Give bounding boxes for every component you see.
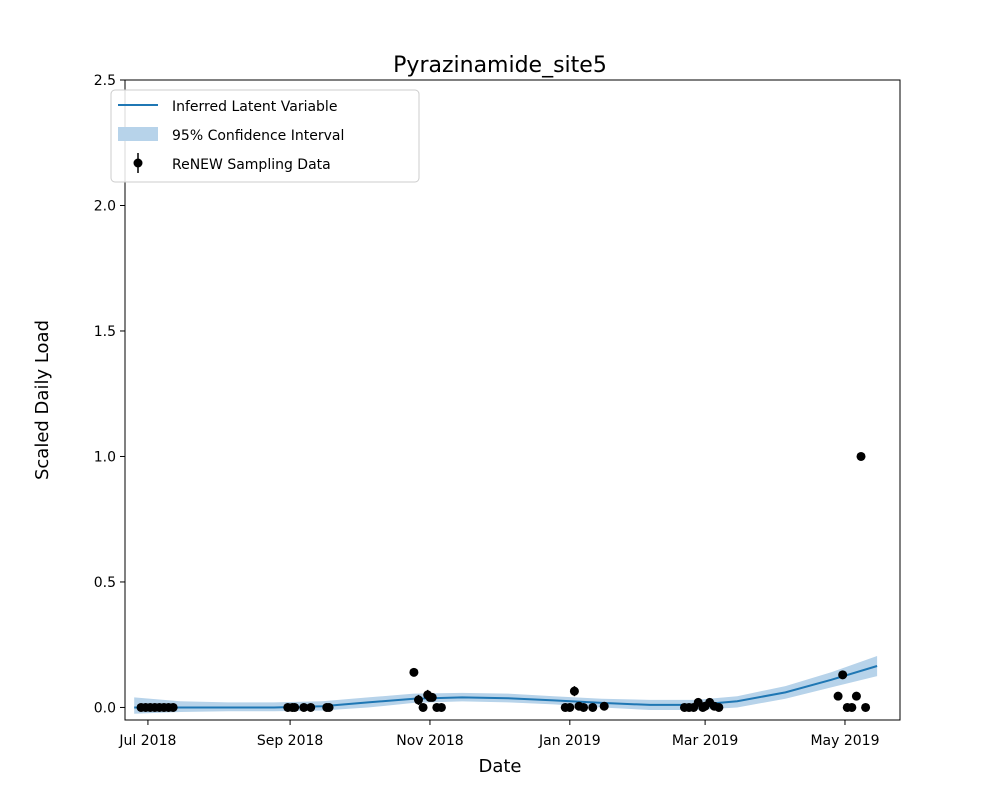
data-point-marker bbox=[838, 670, 848, 680]
data-point bbox=[588, 702, 598, 712]
legend: Inferred Latent Variable 95% Confidence … bbox=[110, 89, 420, 183]
data-point-marker bbox=[714, 702, 724, 712]
x-tick-label: Jul 2018 bbox=[118, 733, 176, 749]
plot-content bbox=[134, 451, 878, 714]
data-point bbox=[436, 702, 446, 712]
legend-label-ci: 95% Confidence Interval bbox=[172, 128, 344, 144]
data-point bbox=[409, 667, 419, 677]
data-point-marker bbox=[847, 702, 857, 712]
data-point bbox=[418, 702, 428, 712]
y-tick-label: 0.5 bbox=[94, 575, 116, 591]
y-axis: 0.0 0.5 1.0 1.5 2.0 2.5 bbox=[94, 73, 125, 716]
x-tick-label: Mar 2019 bbox=[672, 733, 739, 749]
legend-band-swatch bbox=[118, 127, 158, 141]
data-point bbox=[413, 694, 423, 705]
data-point-marker bbox=[306, 702, 316, 712]
chart-title: Pyrazinamide_site5 bbox=[393, 53, 607, 78]
data-point-marker bbox=[856, 451, 866, 461]
x-tick-label: Sep 2018 bbox=[257, 733, 323, 749]
y-tick-label: 1.5 bbox=[94, 324, 116, 340]
x-tick-label: Jan 2019 bbox=[538, 733, 601, 749]
legend-label-latent: Inferred Latent Variable bbox=[172, 99, 337, 115]
data-point-marker bbox=[413, 695, 423, 705]
data-point-marker bbox=[599, 701, 609, 711]
data-point bbox=[847, 702, 857, 712]
latent-variable-line bbox=[134, 665, 878, 709]
data-point-marker bbox=[861, 702, 871, 712]
y-tick-label: 0.0 bbox=[94, 700, 116, 716]
data-point-marker bbox=[569, 686, 579, 696]
data-point bbox=[851, 691, 861, 701]
data-point bbox=[579, 702, 589, 712]
data-point bbox=[290, 702, 300, 712]
data-point-marker bbox=[324, 702, 334, 712]
legend-marker-swatch bbox=[133, 158, 143, 168]
data-point bbox=[856, 451, 866, 461]
data-point bbox=[427, 692, 437, 702]
y-tick-label: 2.0 bbox=[94, 198, 116, 214]
data-point bbox=[861, 702, 871, 712]
x-tick-label: Nov 2018 bbox=[396, 733, 463, 749]
x-axis: Jul 2018 Sep 2018 Nov 2018 Jan 2019 Mar 2019… bbox=[118, 720, 879, 749]
x-axis-label: Date bbox=[478, 756, 521, 777]
data-point-marker bbox=[409, 667, 419, 677]
data-point bbox=[838, 670, 848, 680]
data-point bbox=[599, 701, 609, 711]
y-axis-label: Scaled Daily Load bbox=[32, 320, 53, 480]
legend-label-data: ReNEW Sampling Data bbox=[172, 157, 331, 173]
data-point bbox=[324, 702, 334, 712]
x-tick-label: May 2019 bbox=[810, 733, 879, 749]
y-tick-label: 1.0 bbox=[94, 449, 116, 465]
data-point-marker bbox=[588, 702, 598, 712]
data-point-marker bbox=[168, 702, 178, 712]
data-point-marker bbox=[418, 702, 428, 712]
data-point-marker bbox=[565, 702, 575, 712]
data-point-marker bbox=[427, 692, 437, 702]
data-point bbox=[299, 702, 309, 712]
data-point-marker bbox=[833, 691, 843, 701]
data-point bbox=[569, 686, 579, 697]
data-point bbox=[306, 702, 316, 712]
data-point-marker bbox=[290, 702, 300, 712]
data-point-marker bbox=[851, 691, 861, 701]
data-point bbox=[833, 691, 843, 701]
legend-box bbox=[110, 89, 420, 183]
data-point bbox=[168, 702, 178, 712]
plot-area-frame bbox=[124, 79, 901, 721]
data-point bbox=[565, 702, 575, 712]
data-point bbox=[714, 702, 724, 712]
data-point-marker bbox=[299, 702, 309, 712]
data-point-marker bbox=[436, 702, 446, 712]
data-point-marker bbox=[579, 702, 589, 712]
y-tick-label: 2.5 bbox=[94, 73, 116, 89]
